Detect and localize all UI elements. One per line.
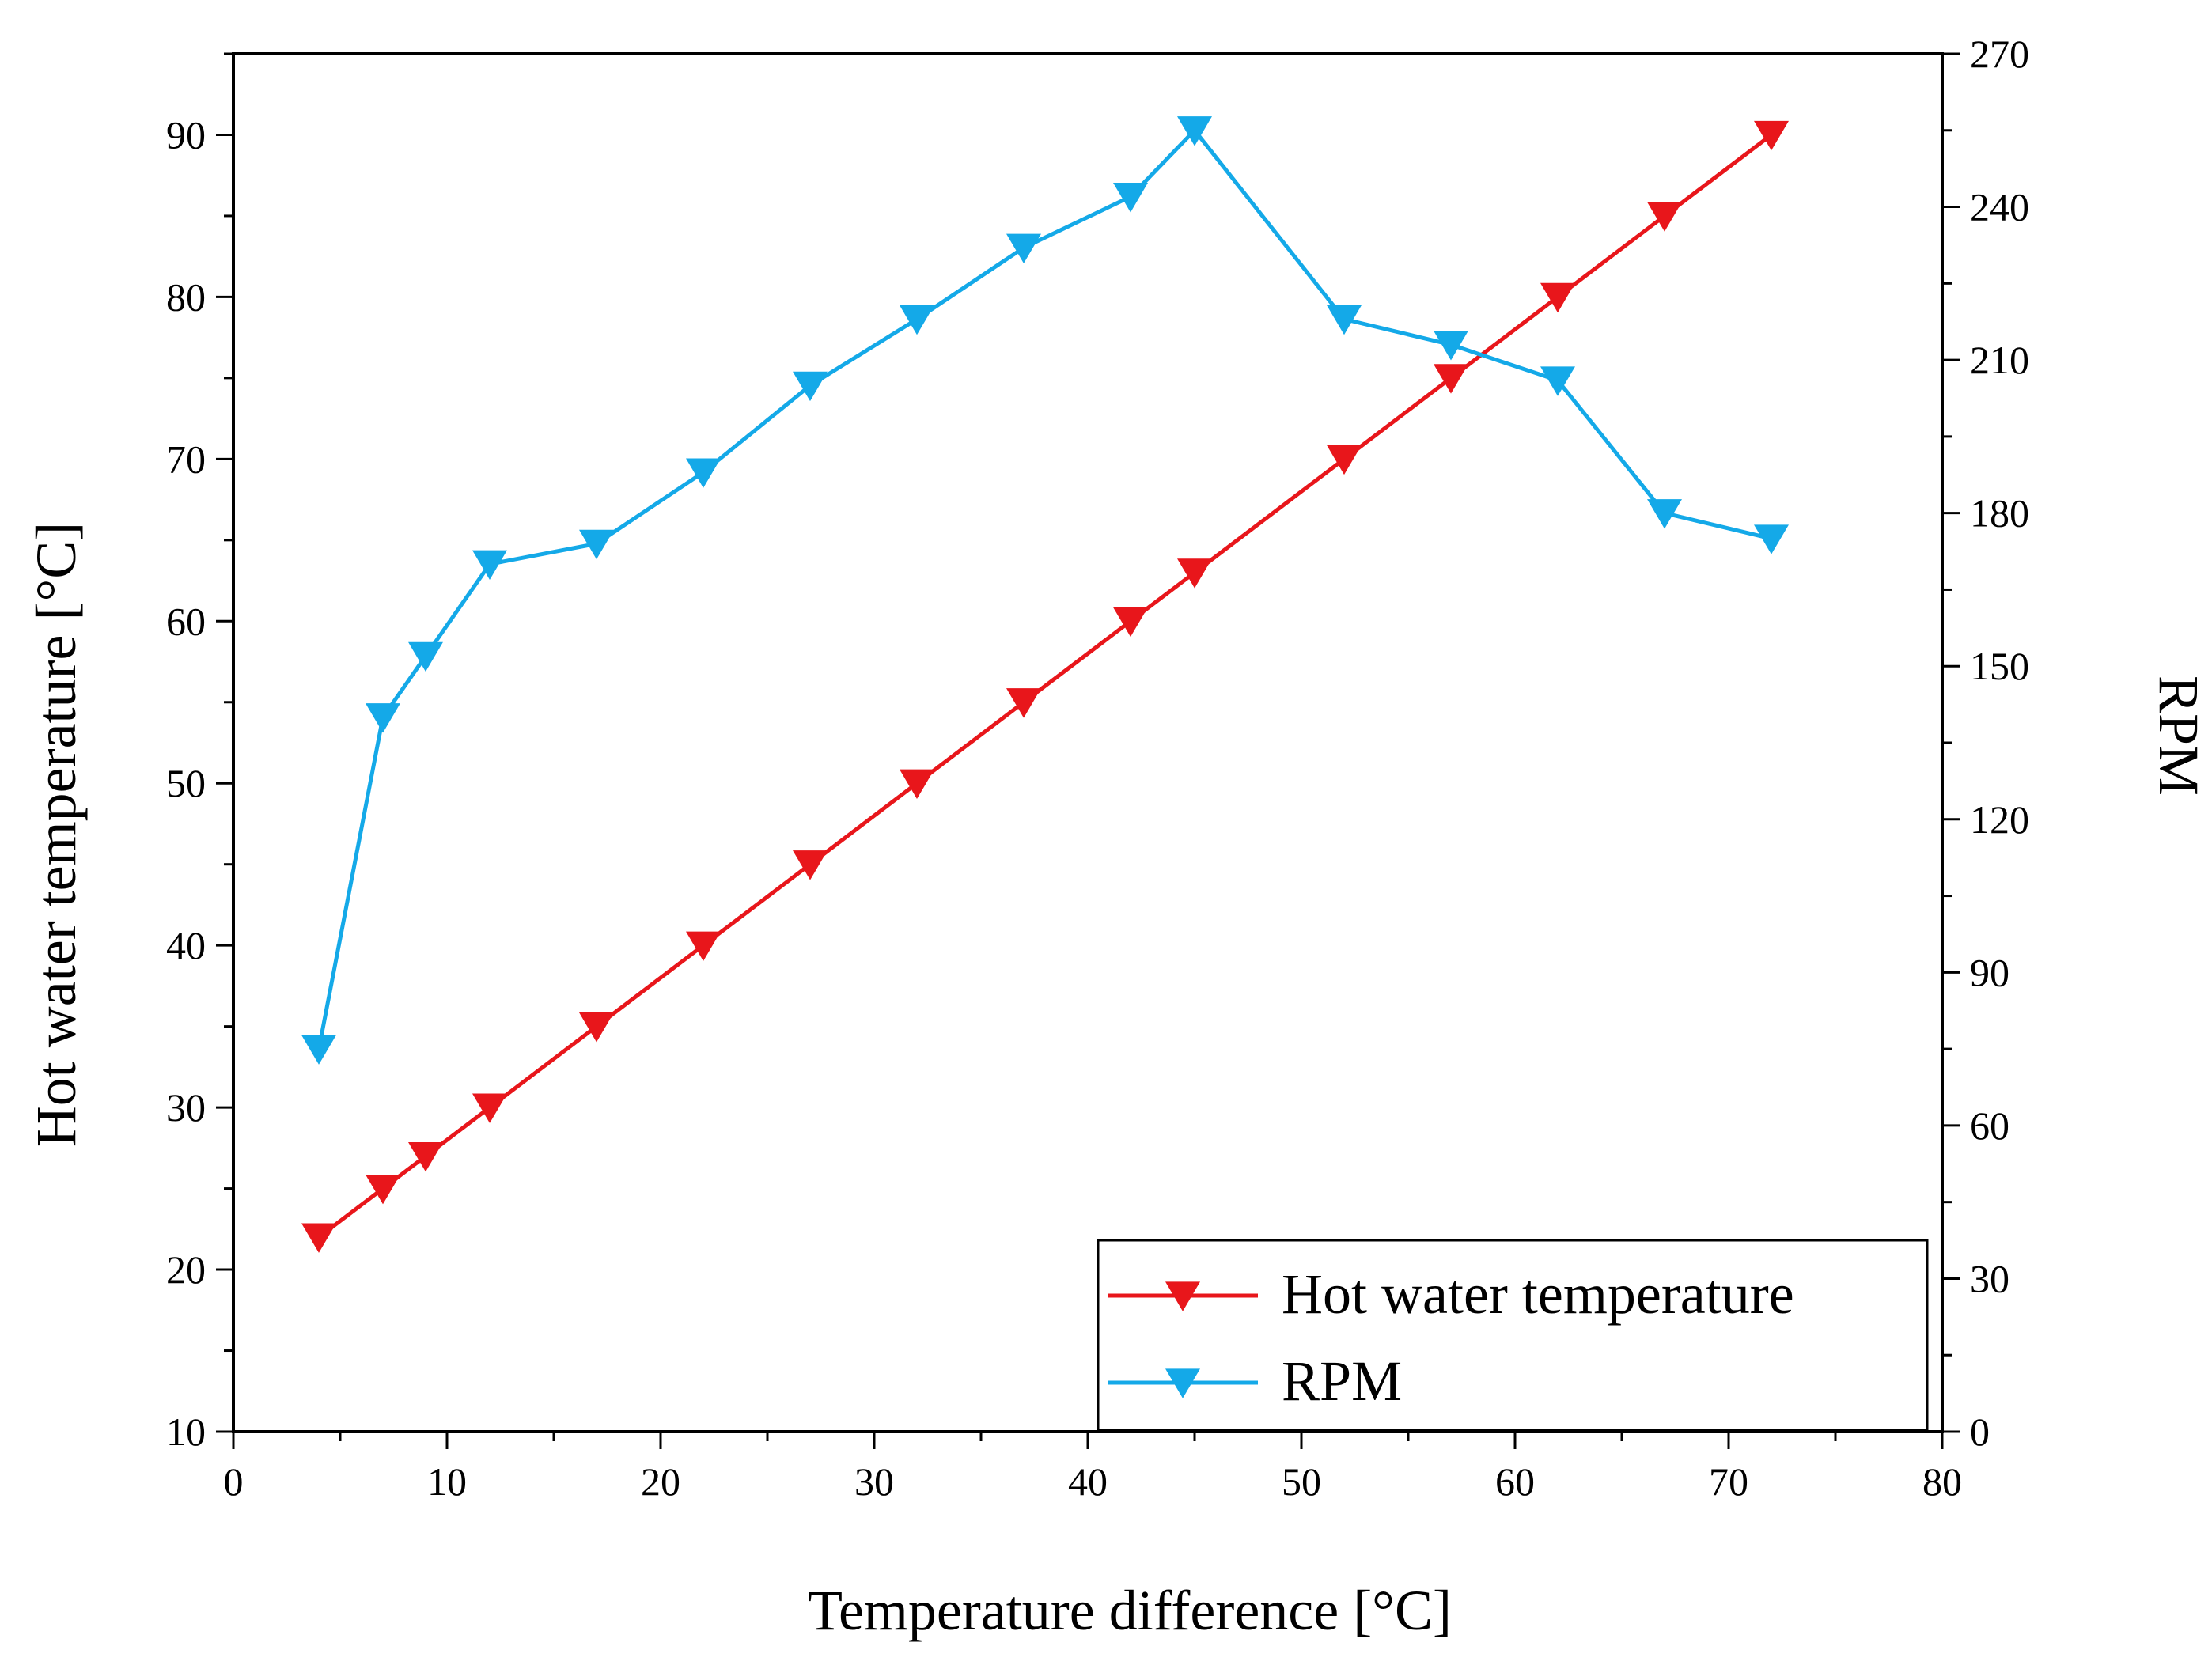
y-right-tick-label: 210 bbox=[1970, 338, 2029, 382]
data-point-hot-water bbox=[1006, 688, 1041, 718]
data-point-hot-water bbox=[1754, 120, 1789, 151]
data-point-hot-water bbox=[900, 769, 934, 800]
tick-labels: 0 10 20 30 40 50 60 70 80 10 20 30 40 50 60 70 80 90 0 30 60… bbox=[166, 32, 2029, 1504]
legend: Hot water temperature RPM bbox=[1097, 1239, 1929, 1432]
data-point-rpm bbox=[1540, 366, 1575, 396]
data-point-hot-water bbox=[1177, 558, 1212, 589]
y-right-tick-label: 270 bbox=[1970, 32, 2029, 76]
data-point-rpm bbox=[686, 458, 721, 488]
legend-sample-rpm bbox=[1108, 1368, 1258, 1398]
y-right-tick-label: 30 bbox=[1970, 1256, 2009, 1300]
series-line-hot-water bbox=[317, 133, 1773, 1239]
y-right-tick-label: 180 bbox=[1970, 491, 2029, 536]
y-right-tick-label: 120 bbox=[1970, 797, 2029, 842]
y-right-tick-label: 0 bbox=[1970, 1410, 1990, 1454]
data-point-hot-water bbox=[1113, 607, 1148, 638]
y-axis-title-left: Hot water temperature [°C] bbox=[25, 522, 88, 1147]
y-axis-title-right: RPM bbox=[2147, 676, 2210, 796]
data-point-hot-water bbox=[686, 931, 721, 961]
x-tick-label: 40 bbox=[1068, 1459, 1108, 1504]
y-right-tick-label: 150 bbox=[1970, 644, 2029, 688]
x-tick-label: 10 bbox=[427, 1459, 467, 1504]
x-tick-label: 60 bbox=[1495, 1459, 1535, 1504]
data-point-hot-water bbox=[366, 1174, 400, 1205]
series-line-rpm bbox=[316, 128, 1772, 1050]
y-left-tick-label: 30 bbox=[166, 1085, 206, 1130]
data-point-rpm bbox=[366, 703, 400, 733]
x-axis-title: Temperature difference [°C] bbox=[808, 1579, 1452, 1642]
plot-frame bbox=[232, 52, 1944, 1433]
data-point-rpm bbox=[1327, 305, 1362, 335]
data-point-rpm bbox=[1177, 116, 1212, 146]
data-point-hot-water bbox=[579, 1012, 614, 1043]
x-tick-label: 30 bbox=[854, 1459, 894, 1504]
x-tick-label: 50 bbox=[1282, 1459, 1321, 1504]
y-right-tick-label: 90 bbox=[1970, 950, 2009, 994]
legend-label-rpm: RPM bbox=[1282, 1349, 1402, 1413]
data-point-rpm bbox=[408, 641, 443, 672]
y-left-tick-label: 10 bbox=[166, 1410, 206, 1454]
data-point-hot-water bbox=[472, 1093, 507, 1123]
data-point-rpm bbox=[900, 305, 934, 335]
y-left-tick-label: 70 bbox=[166, 437, 206, 481]
data-point-hot-water bbox=[1434, 364, 1468, 394]
data-point-hot-water bbox=[793, 850, 828, 880]
data-point-rpm bbox=[301, 1035, 336, 1065]
data-point-rpm bbox=[1434, 331, 1468, 361]
data-point-hot-water bbox=[1540, 282, 1575, 313]
series-rpm bbox=[301, 116, 1789, 1065]
data-point-hot-water bbox=[1647, 202, 1682, 232]
legend-marker bbox=[1165, 1281, 1200, 1311]
data-point-rpm bbox=[472, 550, 507, 580]
x-tick-label: 20 bbox=[641, 1459, 680, 1504]
series-hot-water bbox=[301, 120, 1789, 1253]
y-left-tick-label: 40 bbox=[166, 923, 206, 967]
legend-marker bbox=[1165, 1368, 1200, 1398]
data-point-rpm bbox=[1754, 524, 1789, 554]
data-point-rpm bbox=[1006, 233, 1041, 263]
data-point-rpm bbox=[1647, 499, 1682, 529]
data-point-rpm bbox=[1113, 183, 1148, 213]
data-point-hot-water bbox=[408, 1142, 443, 1172]
series-layer bbox=[301, 116, 1789, 1253]
x-tick-label: 0 bbox=[224, 1459, 244, 1504]
y-left-tick-label: 20 bbox=[166, 1247, 206, 1292]
y-left-tick-label: 50 bbox=[166, 761, 206, 805]
data-point-rpm bbox=[579, 529, 614, 560]
y-right-tick-label: 240 bbox=[1970, 185, 2029, 229]
data-point-rpm bbox=[793, 371, 828, 402]
legend-label-hot-water: Hot water temperature bbox=[1282, 1262, 1794, 1326]
data-point-hot-water bbox=[301, 1223, 336, 1253]
data-point-hot-water bbox=[1327, 445, 1362, 475]
y-left-tick-label: 80 bbox=[166, 274, 206, 319]
x-tick-label: 70 bbox=[1709, 1459, 1748, 1504]
legend-sample-hot-water bbox=[1108, 1281, 1258, 1311]
y-left-tick-label: 90 bbox=[166, 112, 206, 157]
legend-box bbox=[1097, 1239, 1929, 1432]
y-right-tick-label: 60 bbox=[1970, 1103, 2009, 1148]
x-tick-label: 80 bbox=[1922, 1459, 1962, 1504]
y-left-tick-label: 60 bbox=[166, 599, 206, 643]
